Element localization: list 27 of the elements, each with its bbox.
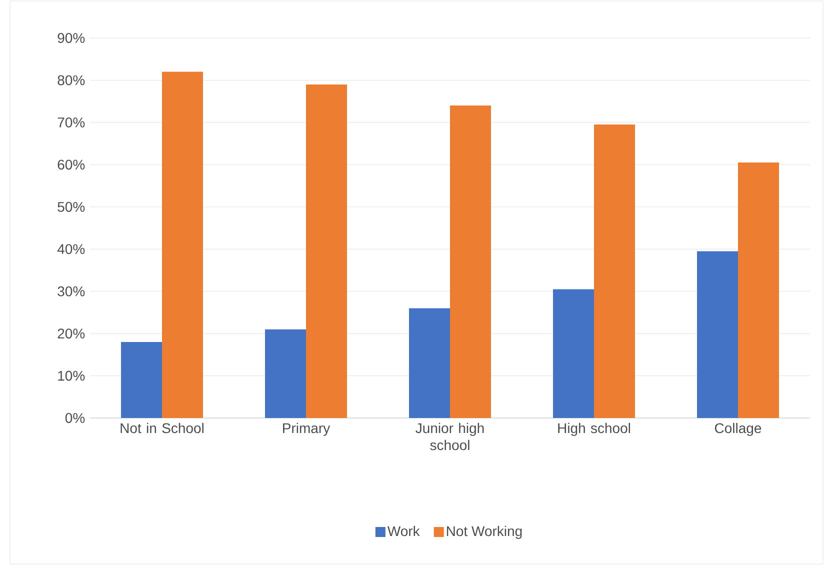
bar xyxy=(450,106,492,418)
bar xyxy=(121,342,162,418)
bar xyxy=(697,251,738,418)
legend-label: Not Working xyxy=(446,526,522,539)
bar xyxy=(553,289,594,418)
x-tick-label: Collage xyxy=(714,422,762,436)
bar xyxy=(265,329,306,418)
bar xyxy=(306,84,348,418)
bar xyxy=(594,124,636,418)
y-tick-label: 0% xyxy=(65,413,85,423)
bar xyxy=(738,162,780,418)
legend-label: Work xyxy=(387,526,420,536)
y-tick-label: 40% xyxy=(57,244,85,254)
x-tick-label: Junior high school xyxy=(416,422,484,450)
y-tick-label: 10% xyxy=(58,370,85,381)
y-tick-label: 50% xyxy=(58,202,85,212)
y-tick-label: 90% xyxy=(58,33,85,43)
bar xyxy=(162,72,203,418)
y-tick-label: 30% xyxy=(58,286,85,296)
x-tick-label: High school xyxy=(558,422,630,436)
y-tick-label: 60% xyxy=(58,160,85,170)
y-tick-label: 70% xyxy=(58,117,85,128)
y-tick-label: 80% xyxy=(58,75,85,86)
bar xyxy=(409,308,450,418)
y-tick-label: 20% xyxy=(58,328,85,339)
x-tick-label: Not in School xyxy=(120,422,204,434)
x-tick-label: Primary xyxy=(283,422,330,436)
